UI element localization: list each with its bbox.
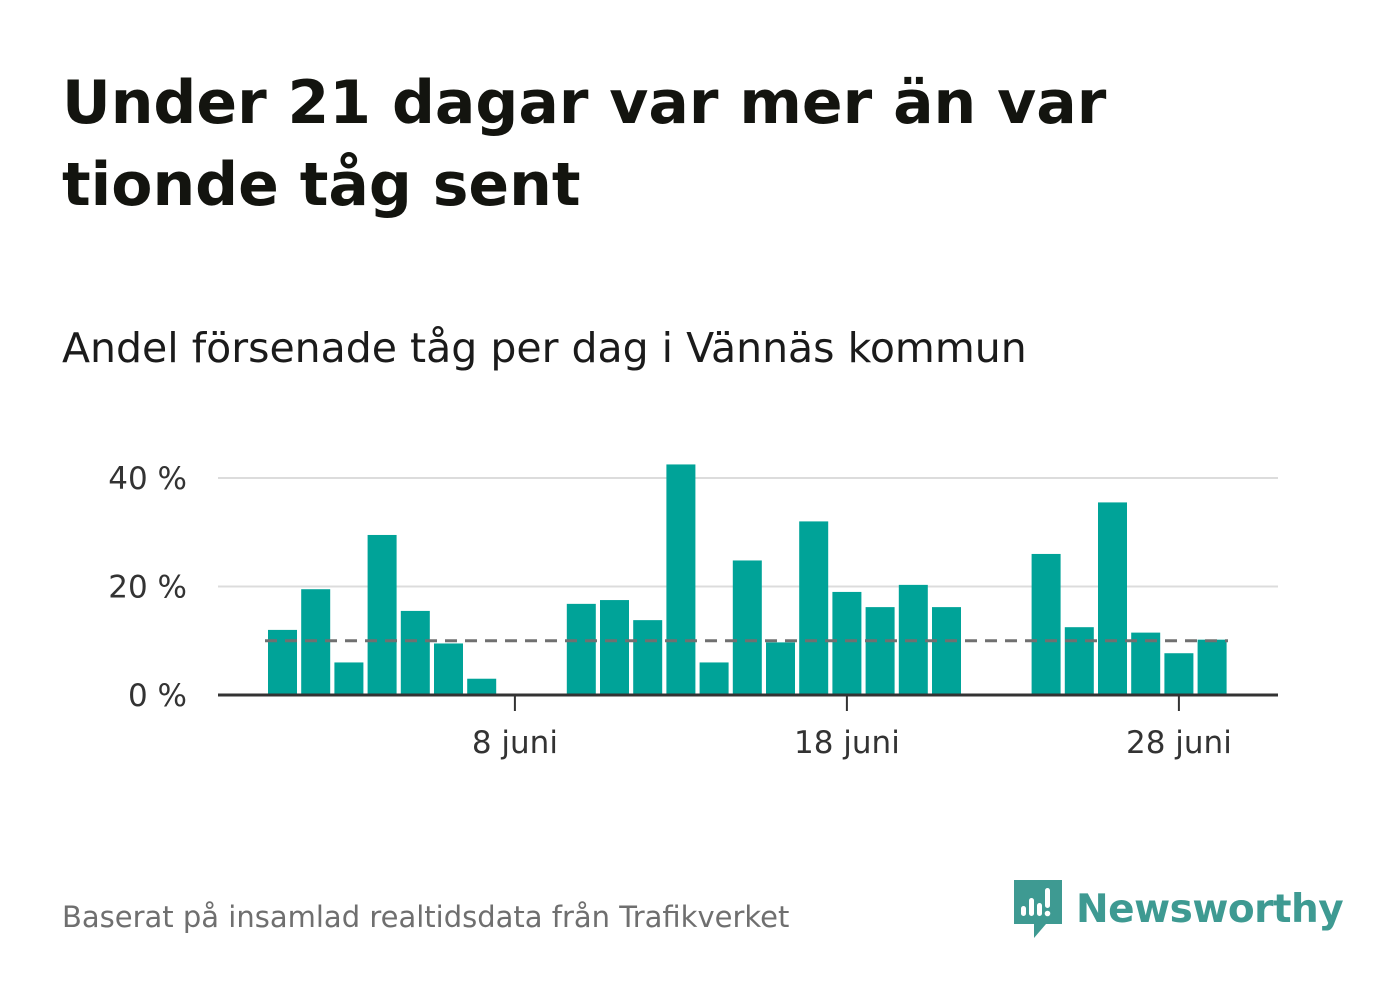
y-tick-label: 20 % bbox=[108, 570, 187, 606]
bar bbox=[666, 464, 696, 695]
bar bbox=[766, 642, 795, 695]
bar bbox=[732, 560, 762, 695]
bar bbox=[400, 610, 430, 695]
bar bbox=[932, 607, 961, 695]
bars bbox=[268, 464, 1227, 695]
bar bbox=[367, 534, 397, 695]
y-tick-label: 0 % bbox=[128, 678, 187, 714]
source-note: Baserat på insamlad realtidsdata från Tr… bbox=[62, 900, 790, 934]
newsworthy-logo-icon bbox=[1014, 880, 1062, 938]
bar bbox=[699, 662, 729, 695]
bar bbox=[832, 591, 862, 695]
brand-name: Newsworthy bbox=[1076, 886, 1344, 932]
x-tick-label: 18 juni bbox=[794, 725, 900, 761]
chart-subtitle: Andel försenade tåg per dag i Vännäs kom… bbox=[62, 324, 1027, 372]
bar bbox=[1164, 653, 1194, 695]
bar bbox=[467, 678, 497, 695]
chart-title: Under 21 dagar var mer än var tionde tåg… bbox=[62, 68, 1107, 220]
bar bbox=[1197, 639, 1227, 695]
bar bbox=[633, 620, 663, 695]
bar bbox=[799, 521, 829, 695]
bar bbox=[865, 607, 895, 695]
bar bbox=[600, 600, 629, 695]
bar bbox=[1131, 632, 1161, 695]
x-tick-label: 28 juni bbox=[1126, 725, 1232, 761]
y-tick-label: 40 % bbox=[108, 461, 187, 497]
axes: 0 % 20 % 40 % 8 juni 18 juni 28 juni bbox=[108, 461, 1278, 761]
bar bbox=[334, 662, 364, 695]
brand: Newsworthy bbox=[1012, 878, 1344, 940]
bar bbox=[1098, 502, 1127, 695]
bar bbox=[434, 643, 463, 695]
x-tick-label: 8 juni bbox=[472, 725, 558, 761]
bar bbox=[566, 603, 596, 695]
bar bbox=[1064, 627, 1094, 695]
bar bbox=[1031, 553, 1061, 695]
